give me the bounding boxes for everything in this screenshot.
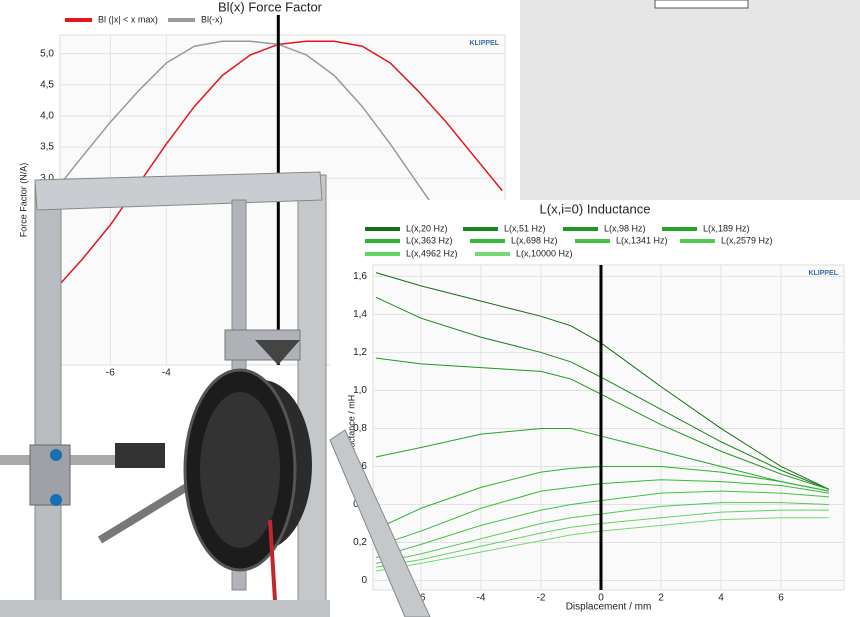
knob [50,449,62,461]
y-tick-label: 1,2 [353,347,367,358]
plot-area [372,264,845,591]
series-line [375,357,830,490]
series-line [375,296,830,490]
logo: KLIPPEL [808,270,838,277]
cone [200,392,280,548]
base [0,600,330,617]
knob [50,494,62,506]
y-tick-label: 5,0 [40,48,54,59]
series-line [375,465,830,530]
chart-title: L(x,i=0) Inductance [540,201,651,216]
button-box [654,0,749,9]
legend-label: L(x,698 Hz) [511,235,558,245]
frame-bar [34,184,62,617]
legend-label: L(x,189 Hz) [703,223,750,233]
series-line [375,490,830,559]
legend-label: L(x,20 Hz) [406,223,448,233]
series-line [375,272,830,490]
chart-title: Bl(x) Force Factor [218,0,323,14]
x-axis-label: Displacement / mm [566,602,652,613]
y-tick-label: 0,8 [353,423,367,434]
gray-panel [520,0,860,200]
x-tick-label: -6 [106,368,115,379]
legend-label: L(x,10000 Hz) [516,248,573,258]
microphone [97,481,193,544]
legend-label: Bl(-x) [201,14,223,24]
series-line [375,427,830,492]
legend-label: Bl (|x| < x max) [98,14,158,24]
y-axis-label: Inductance / mH [346,395,356,461]
y-tick-label: 3,5 [40,142,54,153]
logo: KLIPPEL [469,40,499,47]
series-line [375,479,830,547]
frame-beam [34,171,323,211]
photo [0,171,330,617]
x-tick-label: -4 [477,593,486,604]
x-tick-label: 6 [778,593,784,604]
series-line [375,502,830,564]
x-tick-label: -4 [162,368,171,379]
y-tick-label: 0,2 [353,537,367,548]
y-tick-label: 0 [361,575,367,586]
clamp [29,444,71,506]
sensor [115,443,165,468]
frame-strut [329,429,431,617]
inductance-chart: L(x,i=0) Inductance00,20,40,60,81,01,21,… [330,200,860,617]
y-axis-label: Force Factor (N/A) [18,163,28,238]
frame-bar [297,174,327,617]
series-line [375,509,829,568]
y-tick-label: 1,6 [353,271,367,282]
y-tick-label: 4,5 [40,79,54,90]
x-tick-label: 2 [658,593,664,604]
legend-label: L(x,4962 Hz) [406,248,458,258]
series-line [375,517,829,572]
y-tick-label: 1,4 [353,309,367,320]
legend-label: L(x,1341 Hz) [616,235,668,245]
legend-label: L(x,51 Hz) [504,223,546,233]
y-tick-label: 3,0 [40,173,54,184]
legend-label: L(x,2579 Hz) [721,235,773,245]
probe [255,340,300,365]
x-tick-label: 4 [718,593,724,604]
cable [268,519,277,601]
legend-label: L(x,363 Hz) [406,235,453,245]
y-tick-label: 4,0 [40,111,54,122]
x-tick-label: -2 [537,593,546,604]
y-tick-label: 1,0 [353,385,367,396]
x-tick-label: 0 [598,593,604,604]
legend-label: L(x,98 Hz) [604,223,646,233]
